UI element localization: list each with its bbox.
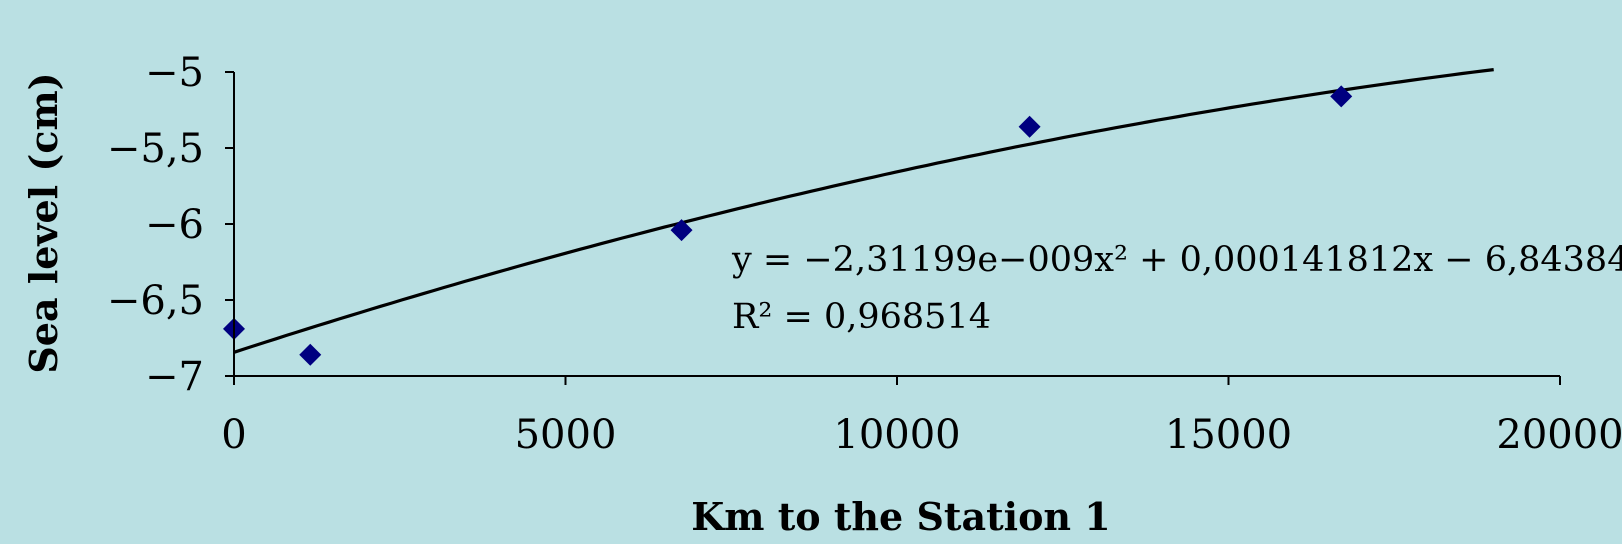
- x-tick-label: 15000: [1165, 412, 1292, 458]
- trendline-layer: [233, 68, 1494, 354]
- y-tick-label: −6,5: [107, 278, 204, 324]
- trendline-equation: y = −2,31199e−009x² + 0,000141812x − 6,8…: [731, 240, 1622, 280]
- y-axis-title: Sea level (cm): [21, 72, 66, 373]
- x-tick-label: 5000: [515, 412, 617, 458]
- x-tick-label: 20000: [1496, 412, 1622, 458]
- x-tick-label: 10000: [833, 412, 960, 458]
- tick-labels: −5 −5,5 −6 −6,5 −7 0 5000 10000 15000 20000: [107, 50, 1622, 458]
- data-point: [1330, 85, 1353, 108]
- y-tick-label: −5: [145, 50, 204, 96]
- data-point: [299, 343, 322, 366]
- y-tick-label: −5,5: [107, 126, 204, 172]
- y-tick-label: −7: [145, 354, 204, 400]
- trendline: [233, 68, 1494, 354]
- axes: [225, 71, 1561, 385]
- data-point: [1018, 115, 1041, 138]
- x-axis-title: Km to the Station 1: [691, 494, 1110, 539]
- y-tick-label: −6: [145, 202, 204, 248]
- x-tick-label: 0: [221, 412, 246, 458]
- data-point: [670, 219, 693, 242]
- r-squared-label: R² = 0,968514: [732, 297, 991, 337]
